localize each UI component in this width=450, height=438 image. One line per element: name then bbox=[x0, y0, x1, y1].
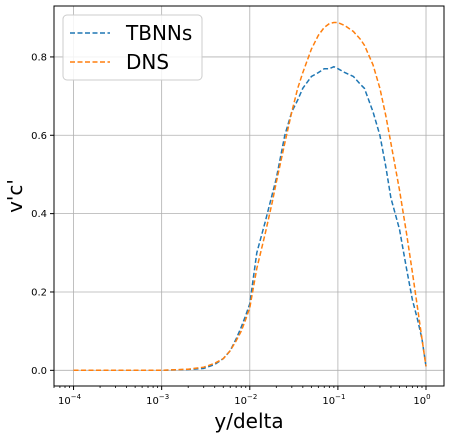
legend-label: TBNNs bbox=[125, 21, 192, 45]
x-tick-label: 100 bbox=[413, 393, 430, 407]
x-tick-label: 10−2 bbox=[234, 393, 257, 407]
x-axis-title: y/delta bbox=[214, 409, 283, 433]
x-tick-label: 10−4 bbox=[58, 393, 82, 407]
axis-ticks: 10−4 10−3 10−2 10−1 100 0.0 0.2 0.4 0.6 0.8 bbox=[31, 52, 431, 407]
y-tick-label: 0.0 bbox=[31, 366, 47, 377]
series-layer bbox=[73, 21, 427, 372]
y-tick-label: 0.4 bbox=[31, 209, 47, 220]
y-tick-label: 0.2 bbox=[31, 287, 47, 298]
series-line-tbnns bbox=[73, 65, 427, 372]
legend-box bbox=[62, 14, 203, 81]
legend: TBNNs DNS bbox=[62, 14, 203, 81]
y-tick-label: 0.8 bbox=[31, 52, 47, 63]
x-tick-label: 10−1 bbox=[322, 393, 345, 407]
plot-frame bbox=[53, 5, 445, 387]
y-axis-title: v'c' bbox=[3, 179, 27, 213]
legend-label: DNS bbox=[126, 50, 169, 74]
series-line-dns bbox=[73, 21, 427, 372]
x-tick-label: 10−3 bbox=[146, 393, 169, 407]
y-tick-label: 0.6 bbox=[31, 131, 47, 142]
